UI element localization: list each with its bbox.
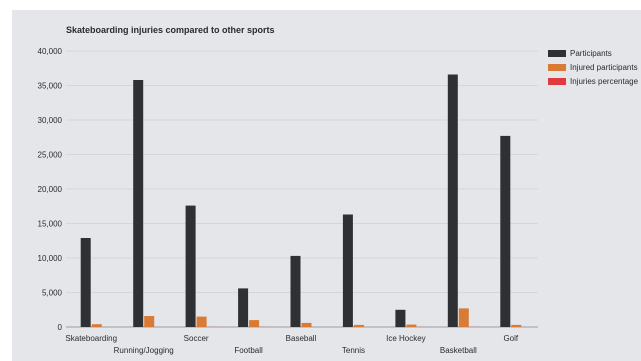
bar-injured-participants: [249, 320, 260, 327]
legend-item: Injuries percentage: [548, 74, 638, 88]
y-axis-ticks: 0 5,000 10,000 15,000 20,000 25,000 30,000 35,0…: [38, 47, 63, 332]
y-tick-label: 20,000: [38, 185, 63, 194]
x-category-label: Basketball: [440, 346, 477, 355]
legend-swatch: [548, 77, 566, 85]
y-tick-label: 5,000: [42, 289, 63, 298]
legend-swatch: [548, 63, 566, 71]
legend-label: Participants: [570, 48, 612, 58]
x-category-label: Soccer: [184, 334, 209, 343]
y-tick-label: 15,000: [38, 220, 63, 229]
legend-label: Injuries percentage: [570, 76, 639, 86]
bar-injured-participants: [458, 308, 469, 327]
bar-injured-participants: [301, 322, 312, 327]
x-category-label: Baseball: [286, 334, 317, 343]
legend-item: Participants: [548, 46, 638, 60]
bar-participants: [185, 205, 196, 327]
legend-swatch: [548, 49, 566, 57]
x-axis-categories: Skateboarding Running/Jogging Soccer Footba…: [65, 334, 518, 355]
y-tick-label: 0: [58, 323, 63, 332]
x-category-label: Ice Hockey: [386, 334, 426, 343]
bar-participants: [290, 255, 301, 327]
bar-participants: [133, 80, 144, 327]
y-tick-label: 40,000: [38, 47, 63, 56]
bar-participants: [447, 74, 458, 327]
bar-injured-participants: [91, 324, 102, 327]
bar-injured-participants: [511, 324, 522, 327]
bar-participants: [80, 238, 91, 327]
y-tick-label: 35,000: [38, 82, 63, 91]
y-tick-label: 30,000: [38, 116, 63, 125]
legend: Participants Injured participants Injuries…: [548, 46, 638, 88]
chart-panel: [12, 10, 641, 361]
bar-injured-participants: [144, 316, 155, 327]
x-category-label: Running/Jogging: [114, 346, 174, 355]
chart-title: Skateboarding injuries compared to other…: [66, 25, 275, 35]
bar-participants: [342, 214, 353, 327]
x-category-label: Golf: [503, 334, 518, 343]
bar-injured-participants: [353, 324, 364, 327]
x-category-label: Skateboarding: [65, 334, 117, 343]
x-category-label: Tennis: [342, 346, 365, 355]
x-category-label: Football: [234, 346, 263, 355]
y-tick-label: 25,000: [38, 151, 63, 160]
y-tick-label: 10,000: [38, 254, 63, 263]
bar-injured-participants: [196, 316, 207, 327]
bar-participants: [395, 309, 406, 328]
bar-participants: [238, 288, 249, 327]
legend-label: Injured participants: [570, 62, 638, 72]
bars: [80, 74, 522, 328]
bar-participants: [500, 135, 511, 327]
bar-injured-participants: [406, 324, 417, 327]
legend-item: Injured participants: [548, 60, 638, 74]
